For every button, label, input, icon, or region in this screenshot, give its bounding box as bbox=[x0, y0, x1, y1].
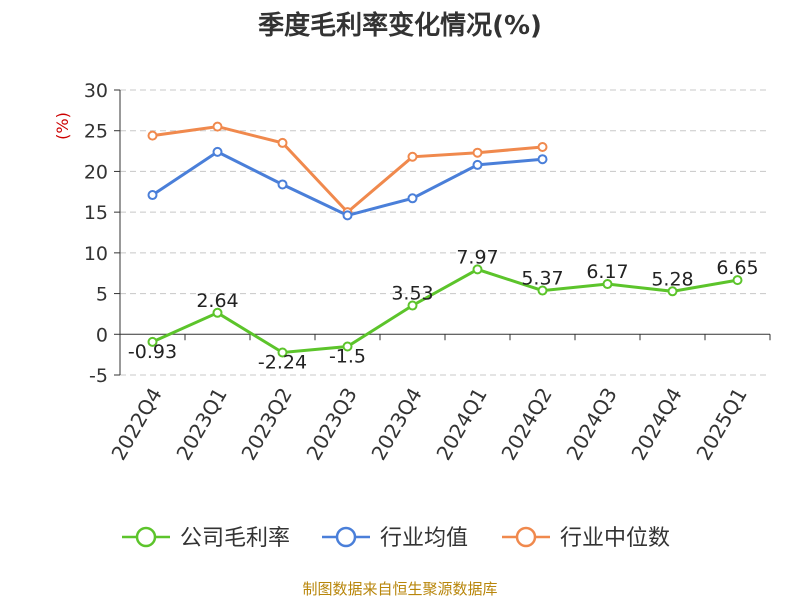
series-行业均值 bbox=[147, 146, 548, 221]
data-label: 6.65 bbox=[716, 257, 758, 279]
y-tick-label: 30 bbox=[84, 80, 108, 102]
data-label: 7.97 bbox=[456, 246, 498, 268]
data-point bbox=[472, 159, 483, 170]
x-tick-label: 2024Q1 bbox=[431, 384, 491, 465]
data-label: -1.5 bbox=[329, 346, 366, 368]
x-tick-label: 2023Q1 bbox=[171, 384, 231, 465]
data-point bbox=[407, 300, 418, 311]
legend-label: 公司毛利率 bbox=[180, 526, 290, 551]
legend-label: 行业中位数 bbox=[560, 526, 670, 551]
series-line bbox=[152, 125, 543, 215]
data-point bbox=[537, 285, 548, 296]
legend: 公司毛利率 行业均值 行业中位数 bbox=[122, 526, 670, 551]
legend-item: 公司毛利率 bbox=[122, 526, 290, 551]
x-tick-label: 2025Q1 bbox=[691, 384, 751, 465]
data-point bbox=[277, 137, 288, 148]
x-tick-label: 2024Q2 bbox=[496, 384, 556, 465]
data-point bbox=[407, 193, 418, 204]
data-labels: -0.93 2.64 -2.24 -1.5 3.53 7.97 5.37 6.17 5.28 6.… bbox=[128, 246, 759, 373]
y-tick-label: 25 bbox=[84, 121, 108, 143]
legend-label: 行业均值 bbox=[380, 526, 468, 551]
data-point bbox=[212, 146, 223, 157]
x-tick-label: 2024Q4 bbox=[626, 384, 686, 465]
data-label: 5.37 bbox=[521, 268, 563, 290]
series-line bbox=[151, 150, 543, 217]
data-point bbox=[602, 279, 613, 290]
x-tick-label: 2023Q3 bbox=[301, 384, 361, 465]
data-label: 6.17 bbox=[586, 261, 628, 283]
x-tick-label: 2024Q3 bbox=[561, 384, 621, 465]
data-point bbox=[212, 307, 223, 318]
x-tick-labels: 2022Q4 2023Q1 2023Q2 2023Q3 2023Q4 2024Q1 2024… bbox=[106, 384, 751, 465]
y-tick-label: 15 bbox=[84, 202, 108, 224]
legend-item: 行业中位数 bbox=[502, 526, 670, 551]
chart-title: 季度毛利率变化情况(%) bbox=[258, 10, 542, 41]
data-point bbox=[537, 142, 548, 152]
y-tick-label: -5 bbox=[89, 365, 108, 387]
data-label: 5.28 bbox=[651, 268, 693, 290]
data-point bbox=[212, 121, 223, 132]
y-axis-unit: (%) bbox=[53, 112, 72, 140]
data-point bbox=[147, 190, 158, 201]
grid-lines bbox=[120, 89, 770, 376]
data-point bbox=[147, 130, 158, 141]
data-point bbox=[407, 151, 418, 162]
y-tick-labels: -5 0 5 10 15 20 25 30 bbox=[84, 80, 108, 387]
series-line bbox=[151, 267, 738, 355]
y-tick-label: 5 bbox=[96, 284, 108, 306]
axes bbox=[114, 89, 771, 376]
legend-marker bbox=[515, 526, 537, 548]
data-point bbox=[472, 147, 483, 158]
data-point bbox=[277, 179, 288, 190]
data-point bbox=[147, 336, 158, 347]
data-point bbox=[667, 286, 678, 297]
series-行业中位数 bbox=[147, 121, 548, 218]
data-point bbox=[277, 347, 288, 358]
y-tick-label: 20 bbox=[84, 161, 108, 183]
data-label: 3.53 bbox=[391, 283, 433, 305]
x-tick-label: 2022Q4 bbox=[106, 384, 166, 465]
y-tick-label: 10 bbox=[84, 243, 108, 265]
legend-marker bbox=[135, 526, 157, 548]
data-point bbox=[342, 210, 353, 221]
series-公司毛利率 bbox=[147, 264, 743, 358]
data-point bbox=[472, 264, 483, 275]
x-tick-label: 2023Q2 bbox=[236, 384, 296, 465]
legend-item: 行业均值 bbox=[322, 526, 468, 551]
series-group bbox=[147, 121, 743, 358]
data-label: 2.64 bbox=[196, 290, 238, 312]
data-label: -0.93 bbox=[128, 341, 177, 363]
data-point bbox=[342, 341, 353, 352]
legend-marker bbox=[335, 526, 357, 548]
x-tick-label: 2023Q4 bbox=[366, 384, 426, 465]
source-note: 制图数据来自恒生聚源数据库 bbox=[302, 580, 497, 598]
data-label: -2.24 bbox=[258, 352, 307, 374]
data-point bbox=[537, 154, 548, 165]
y-tick-label: 0 bbox=[96, 324, 108, 346]
data-point bbox=[732, 275, 743, 286]
